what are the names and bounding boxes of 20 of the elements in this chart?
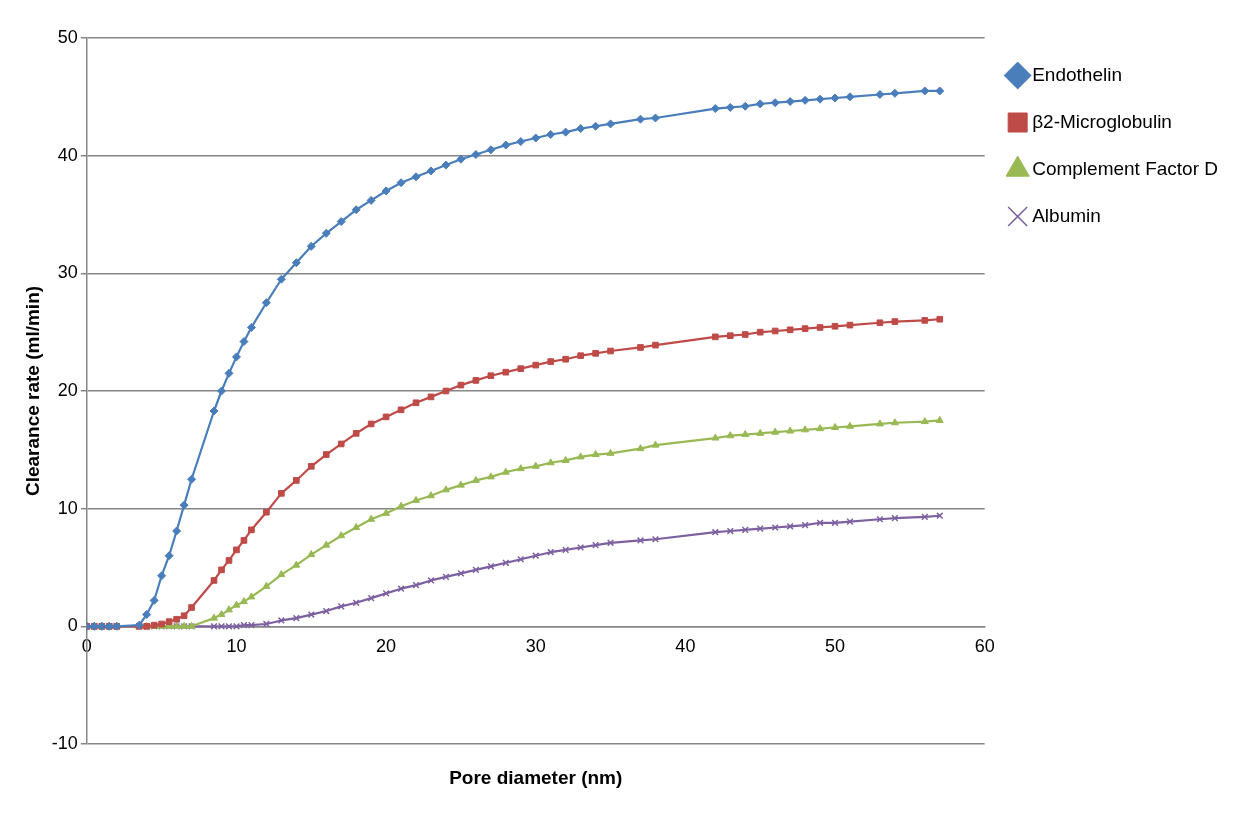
legend-label: Complement Factor D	[1032, 157, 1219, 179]
legend-label: β2-Microglobulin	[1032, 110, 1172, 132]
x-tick-label: 10	[226, 636, 247, 657]
x-axis-title: Pore diameter (nm)	[449, 767, 623, 789]
x-tick-label: 30	[525, 636, 546, 657]
x-tick-label: 40	[675, 636, 696, 657]
legend-label: Endothelin	[1032, 63, 1122, 85]
x-tick-label: 20	[376, 636, 397, 657]
y-tick-label: 40	[57, 144, 78, 165]
y-tick-label: 30	[57, 262, 78, 283]
x-tick-label: 60	[974, 636, 995, 657]
y-axis-title: Clearance rate (ml/min)	[21, 285, 43, 497]
y-tick-label: 20	[57, 379, 78, 400]
y-tick-label: 50	[57, 26, 78, 47]
x-tick-label: 0	[81, 636, 92, 657]
x-tick-label: 50	[825, 636, 846, 657]
y-tick-label: 0	[67, 615, 78, 636]
y-tick-label: 10	[57, 497, 78, 518]
y-tick-label: -10	[51, 732, 78, 753]
legend-label: Albumin	[1032, 204, 1101, 226]
